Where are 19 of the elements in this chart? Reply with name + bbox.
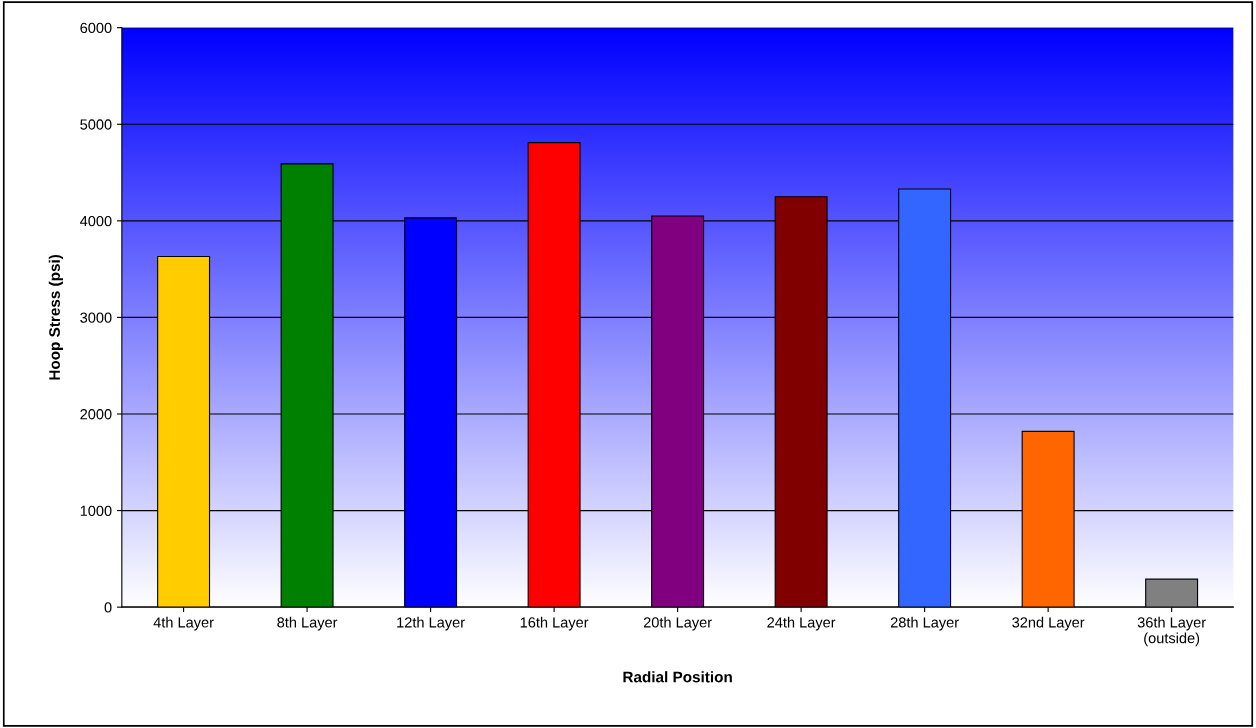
y-tick-label: 2000 <box>80 409 112 420</box>
y-tick-label: 0 <box>104 602 112 613</box>
x-tick-label: 12th Layer <box>397 616 465 631</box>
x-tick-label: 32nd Layer <box>1012 616 1085 631</box>
y-tick-label: 5000 <box>80 119 112 130</box>
y-axis-title: Hoop Stress (psi) <box>48 254 63 380</box>
x-tick-label: 8th Layer <box>277 616 338 631</box>
x-tick-label: 4th Layer <box>153 616 214 631</box>
y-tick-label: 6000 <box>80 22 112 34</box>
y-tick-label: 1000 <box>80 505 112 516</box>
y-tick-label: 3000 <box>80 312 112 323</box>
x-tick-label: 28th Layer <box>890 616 959 631</box>
x-tick-label: 36th Layer (outside) <box>1137 616 1206 647</box>
bar <box>1145 578 1199 608</box>
x-tick-label: 24th Layer <box>767 616 836 631</box>
y-tick-label: 4000 <box>80 215 112 227</box>
x-tick-label: 20th Layer <box>643 616 712 631</box>
x-axis-title: Radial Position <box>623 671 732 683</box>
x-tick-label: 16th Layer <box>520 616 589 631</box>
